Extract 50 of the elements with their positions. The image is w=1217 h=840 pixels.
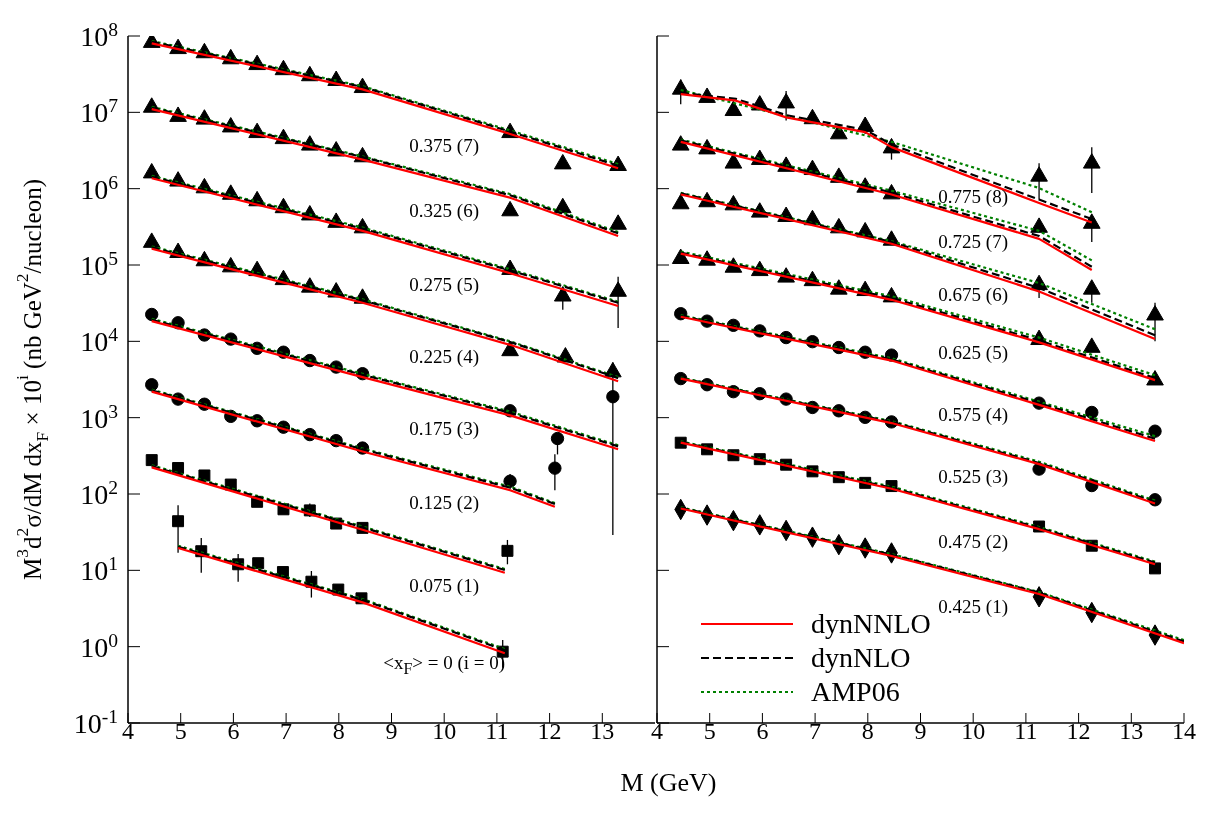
y-tick-label: 10$^{4}$: [80, 323, 119, 358]
x-tick-label: 4: [122, 718, 134, 744]
x-tick-label: 12: [1066, 718, 1091, 744]
x-tick-label: 9: [914, 718, 927, 744]
x-tick-label: 7: [280, 718, 293, 744]
annotation: 0.775 (8): [938, 186, 1009, 209]
x-tick-label: 10: [961, 718, 986, 744]
annotation: 0.275 (5): [409, 274, 480, 297]
annotation: 0.075 (1): [409, 574, 480, 597]
x-axis-title: M (GeV): [619, 768, 718, 798]
annotation: 0.375 (7): [409, 134, 480, 157]
x-tick-label: 10: [432, 718, 457, 744]
legend-label: dynNNLO: [811, 608, 931, 640]
annotation: 0.475 (2): [938, 530, 1009, 553]
annotation: 0.575 (4): [938, 403, 1009, 426]
x-tick-label: 6: [227, 718, 240, 744]
annotation: 0.625 (5): [938, 341, 1009, 364]
x-tick-label: 5: [174, 718, 187, 744]
y-tick-label: 10$^{3}$: [80, 400, 119, 434]
annotation: 0.425 (1): [938, 596, 1009, 619]
annotation: 0.175 (3): [409, 417, 480, 440]
y-tick-label: 10$^{1}$: [80, 552, 118, 587]
x-tick-label: 12: [537, 718, 562, 744]
y-tick-label: 10$^{5}$: [80, 247, 119, 281]
y-tick-label: 10$^{7}$: [80, 94, 119, 129]
x-tick-label: 13: [590, 718, 615, 744]
y-tick-label: 10$^{-1}$: [73, 705, 118, 739]
y-tick-label: 10$^{8}$: [80, 18, 119, 52]
x-tick-label: 7: [809, 718, 822, 744]
legend-label: dynNLO: [811, 642, 911, 674]
x-tick-label: 13: [1119, 718, 1144, 744]
y-tick-label: 10$^{2}$: [80, 476, 118, 510]
annotation: 0.225 (4): [409, 346, 480, 369]
annotation: 0.325 (6): [409, 199, 480, 222]
legend-label: AMP06: [811, 676, 900, 708]
annotation: 0.525 (3): [938, 465, 1009, 488]
x-tick-label: 8: [332, 718, 345, 744]
x-tick-label: 4: [651, 718, 663, 744]
annotation: 0.725 (7): [938, 230, 1009, 253]
y-tick-label: 10$^{0}$: [80, 629, 119, 663]
x-tick-label: 8: [861, 718, 874, 744]
x-tick-label: 11: [485, 718, 509, 744]
annotation: 0.125 (2): [409, 492, 480, 515]
x-tick-label: 14: [1172, 718, 1196, 744]
x-tick-label: 6: [756, 718, 769, 744]
x-tick-label: 9: [385, 718, 398, 744]
x-tick-label: 5: [703, 718, 716, 744]
y-tick-label: 10$^{6}$: [80, 171, 119, 205]
x-tick-label: 11: [1014, 718, 1038, 744]
annotation: 0.675 (6): [938, 284, 1009, 307]
